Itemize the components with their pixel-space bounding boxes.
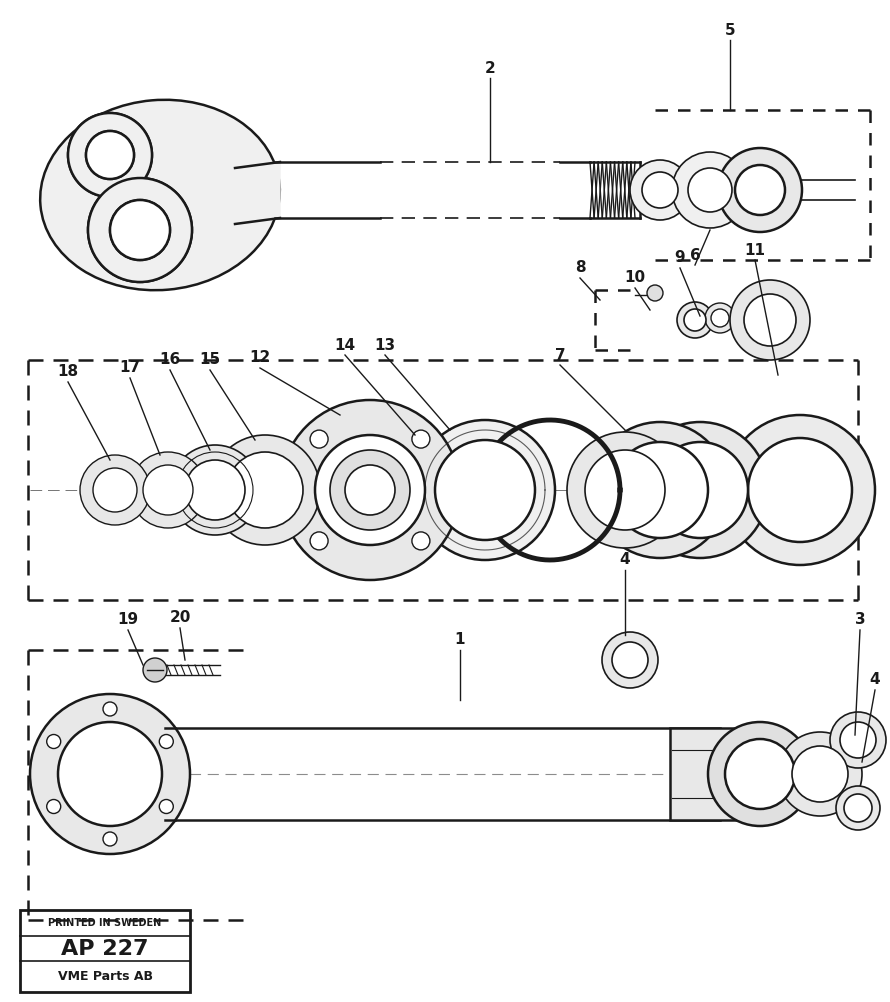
Text: 11: 11 [745,242,765,258]
Text: VME Parts AB: VME Parts AB [58,970,152,983]
Circle shape [708,722,812,826]
Circle shape [630,160,690,220]
Circle shape [88,178,192,282]
Circle shape [725,415,875,565]
Text: 19: 19 [117,612,139,627]
Circle shape [159,734,174,748]
Text: 4: 4 [619,552,630,567]
Text: 6: 6 [690,247,700,263]
Text: 8: 8 [575,261,586,276]
Circle shape [86,131,134,179]
Bar [670,728,750,820]
Circle shape [58,722,162,826]
Text: 13: 13 [375,338,395,353]
Circle shape [143,465,193,515]
Circle shape [185,460,245,520]
Circle shape [711,309,729,327]
Circle shape [310,430,328,448]
Circle shape [46,800,61,814]
Circle shape [840,722,876,758]
Circle shape [170,445,260,535]
Circle shape [46,734,61,748]
Circle shape [130,452,206,528]
Text: 16: 16 [159,353,181,368]
Polygon shape [235,162,280,224]
Circle shape [315,435,425,545]
Text: PRINTED IN SWEDEN: PRINTED IN SWEDEN [48,918,162,928]
Circle shape [280,400,460,580]
Circle shape [567,432,683,548]
Circle shape [412,532,430,550]
Text: 20: 20 [169,610,190,625]
Circle shape [227,452,303,528]
Circle shape [612,442,708,538]
Circle shape [642,172,678,208]
Text: 14: 14 [335,338,356,353]
Circle shape [159,800,174,814]
Circle shape [792,746,848,802]
Text: 3: 3 [854,612,865,627]
Text: 15: 15 [199,353,221,368]
Circle shape [778,732,862,816]
Circle shape [412,430,430,448]
Circle shape [836,786,880,830]
Circle shape [602,632,658,688]
Circle shape [592,422,728,558]
Text: 9: 9 [675,250,685,266]
Text: 18: 18 [58,365,78,380]
Circle shape [632,422,768,558]
Circle shape [310,532,328,550]
Circle shape [730,280,810,360]
Bar [20,910,190,992]
Circle shape [735,165,785,215]
Circle shape [844,794,872,822]
Text: 2: 2 [485,60,496,75]
Circle shape [210,435,320,545]
Circle shape [110,200,170,260]
Text: 5: 5 [724,22,735,37]
Circle shape [435,440,535,540]
Text: AP 227: AP 227 [61,939,149,959]
Circle shape [86,131,134,179]
Circle shape [725,739,795,809]
Circle shape [677,302,713,338]
Circle shape [647,285,663,301]
Text: 12: 12 [249,351,271,366]
Text: 7: 7 [554,348,565,363]
Circle shape [748,438,852,542]
Circle shape [612,642,648,678]
Circle shape [688,168,732,212]
Circle shape [143,658,167,682]
Circle shape [68,113,152,197]
Text: 1: 1 [455,632,465,647]
Circle shape [684,309,706,331]
Circle shape [345,465,395,515]
Circle shape [68,113,152,197]
Circle shape [585,450,665,530]
Circle shape [705,303,735,333]
Circle shape [103,832,117,846]
Ellipse shape [40,100,279,291]
Circle shape [80,455,150,525]
Circle shape [93,468,137,512]
Circle shape [110,200,170,260]
Text: 10: 10 [625,271,645,286]
Circle shape [415,420,555,560]
Circle shape [652,442,748,538]
Text: 17: 17 [119,361,141,376]
Text: 4: 4 [870,672,880,687]
Circle shape [30,694,190,854]
Circle shape [103,702,117,716]
Circle shape [672,152,748,228]
Circle shape [88,178,192,282]
Circle shape [744,294,796,346]
Circle shape [830,712,886,768]
Circle shape [330,450,410,530]
Circle shape [718,148,802,232]
